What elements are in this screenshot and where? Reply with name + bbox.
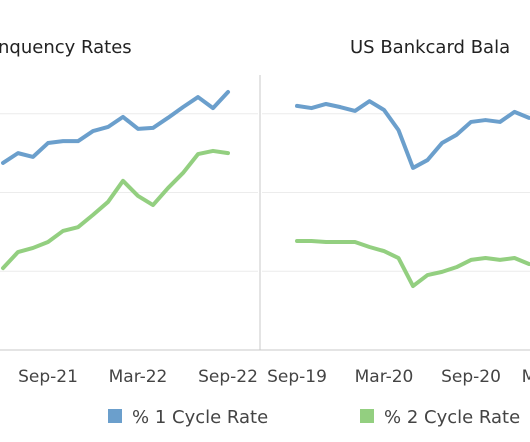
x-tick-label: M <box>522 367 530 387</box>
legend-swatch <box>108 409 122 423</box>
series-line <box>1 90 230 165</box>
series-line <box>1 148 230 271</box>
x-tick-label: Sep-19 <box>267 367 327 387</box>
chart-title: US Bankcard Bala <box>350 37 510 58</box>
chart-title: nquency Rates <box>0 37 132 58</box>
series-line <box>295 239 530 289</box>
legend-swatch <box>360 409 374 423</box>
x-tick-label: Sep-20 <box>441 367 501 387</box>
x-tick-label: Mar-20 <box>355 367 414 387</box>
series-line <box>295 99 530 170</box>
x-tick-label: Mar-22 <box>109 367 168 387</box>
legend-label: % 1 Cycle Rate <box>132 407 268 428</box>
x-tick-label: Sep-21 <box>18 367 78 387</box>
x-tick-label: Sep-22 <box>198 367 258 387</box>
legend-label: % 2 Cycle Rate <box>384 407 520 428</box>
